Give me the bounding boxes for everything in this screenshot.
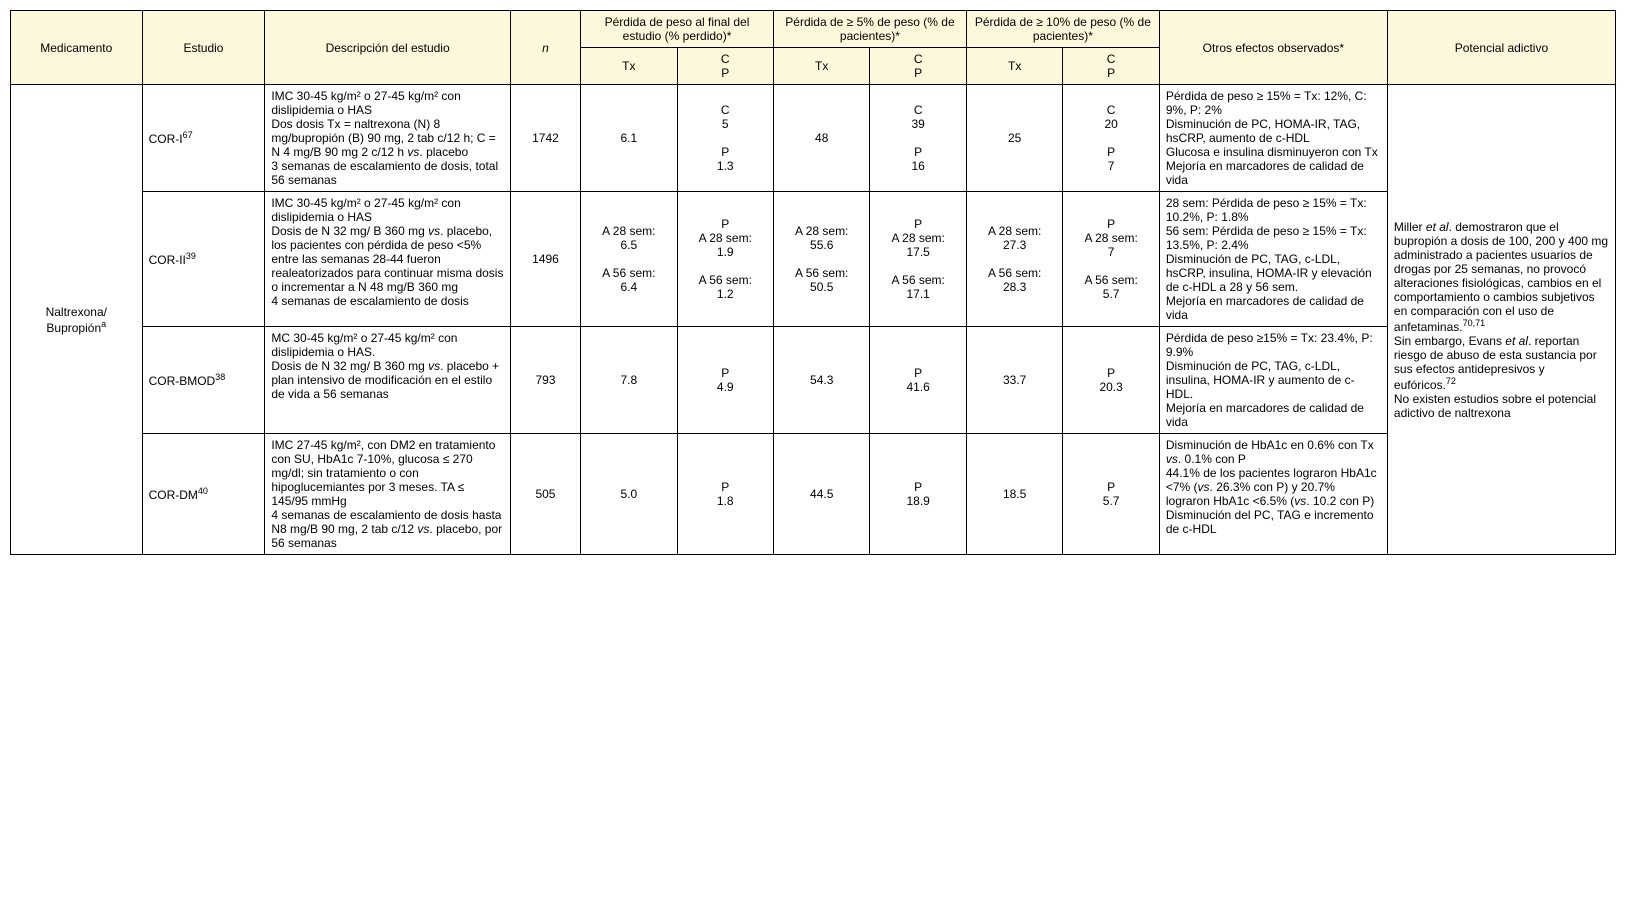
th-pf-cp: CP — [677, 48, 773, 85]
cell-otros: Disminución de HbA1c en 0.6% con Tx vs. … — [1159, 434, 1387, 555]
table-row: Naltrexona/BupropiónaCOR-I67IMC 30-45 kg… — [11, 85, 1616, 192]
cell-pf-cp: P4.9 — [677, 327, 773, 434]
th-n: n — [510, 11, 580, 85]
cell-potencial: Miller et al. demostraron que el bupropi… — [1387, 85, 1615, 555]
th-perdida-10: Pérdida de ≥ 10% de peso (% de pacientes… — [966, 11, 1159, 48]
cell-descripcion: IMC 30-45 kg/m² o 27-45 kg/m² con dislip… — [265, 192, 511, 327]
cell-p10-cp: P5.7 — [1063, 434, 1159, 555]
cell-p5-cp: P18.9 — [870, 434, 966, 555]
cell-estudio: COR-DM40 — [142, 434, 265, 555]
th-pf-tx: Tx — [581, 48, 677, 85]
cell-n: 505 — [510, 434, 580, 555]
cell-otros: 28 sem: Pérdida de peso ≥ 15% = Tx: 10.2… — [1159, 192, 1387, 327]
cell-pf-tx: 5.0 — [581, 434, 677, 555]
cell-medicamento: Naltrexona/Bupropióna — [11, 85, 143, 555]
cell-pf-tx: A 28 sem:6.5A 56 sem:6.4 — [581, 192, 677, 327]
drug-study-table: Medicamento Estudio Descripción del estu… — [10, 10, 1616, 555]
cell-p10-tx: A 28 sem:27.3A 56 sem:28.3 — [966, 192, 1062, 327]
cell-p10-cp: P20.3 — [1063, 327, 1159, 434]
th-descripcion: Descripción del estudio — [265, 11, 511, 85]
cell-pf-tx: 6.1 — [581, 85, 677, 192]
cell-p10-tx: 18.5 — [966, 434, 1062, 555]
cell-p5-cp: C39P16 — [870, 85, 966, 192]
cell-otros: Pérdida de peso ≥ 15% = Tx: 12%, C: 9%, … — [1159, 85, 1387, 192]
cell-pf-tx: 7.8 — [581, 327, 677, 434]
cell-descripcion: MC 30-45 kg/m² o 27-45 kg/m² con dislipi… — [265, 327, 511, 434]
cell-n: 1742 — [510, 85, 580, 192]
th-otros: Otros efectos observados* — [1159, 11, 1387, 85]
cell-p10-tx: 33.7 — [966, 327, 1062, 434]
cell-pf-cp: P1.8 — [677, 434, 773, 555]
cell-estudio: COR-I67 — [142, 85, 265, 192]
th-medicamento: Medicamento — [11, 11, 143, 85]
th-p10-cp: CP — [1063, 48, 1159, 85]
header-row-1: Medicamento Estudio Descripción del estu… — [11, 11, 1616, 48]
cell-pf-cp: C5P1.3 — [677, 85, 773, 192]
cell-estudio: COR-II39 — [142, 192, 265, 327]
cell-p5-cp: P41.6 — [870, 327, 966, 434]
th-perdida-final: Pérdida de peso al final del estudio (% … — [581, 11, 774, 48]
cell-pf-cp: PA 28 sem:1.9A 56 sem:1.2 — [677, 192, 773, 327]
th-estudio: Estudio — [142, 11, 265, 85]
cell-n: 1496 — [510, 192, 580, 327]
cell-descripcion: IMC 30-45 kg/m² o 27-45 kg/m² con dislip… — [265, 85, 511, 192]
table-row: COR-BMOD38MC 30-45 kg/m² o 27-45 kg/m² c… — [11, 327, 1616, 434]
cell-p10-cp: C20P7 — [1063, 85, 1159, 192]
cell-n: 793 — [510, 327, 580, 434]
cell-estudio: COR-BMOD38 — [142, 327, 265, 434]
cell-p5-tx: 48 — [773, 85, 869, 192]
th-potencial: Potencial adictivo — [1387, 11, 1615, 85]
cell-p5-cp: PA 28 sem:17.5A 56 sem:17.1 — [870, 192, 966, 327]
cell-descripcion: IMC 27-45 kg/m², con DM2 en tratamiento … — [265, 434, 511, 555]
th-perdida-5: Pérdida de ≥ 5% de peso (% de pacientes)… — [773, 11, 966, 48]
cell-p5-tx: A 28 sem:55.6A 56 sem:50.5 — [773, 192, 869, 327]
th-p5-cp: CP — [870, 48, 966, 85]
th-p10-tx: Tx — [966, 48, 1062, 85]
cell-p10-tx: 25 — [966, 85, 1062, 192]
cell-p5-tx: 54.3 — [773, 327, 869, 434]
cell-otros: Pérdida de peso ≥15% = Tx: 23.4%, P: 9.9… — [1159, 327, 1387, 434]
cell-p5-tx: 44.5 — [773, 434, 869, 555]
table-row: COR-DM40IMC 27-45 kg/m², con DM2 en trat… — [11, 434, 1616, 555]
table-row: COR-II39IMC 30-45 kg/m² o 27-45 kg/m² co… — [11, 192, 1616, 327]
th-p5-tx: Tx — [773, 48, 869, 85]
cell-p10-cp: PA 28 sem:7A 56 sem:5.7 — [1063, 192, 1159, 327]
